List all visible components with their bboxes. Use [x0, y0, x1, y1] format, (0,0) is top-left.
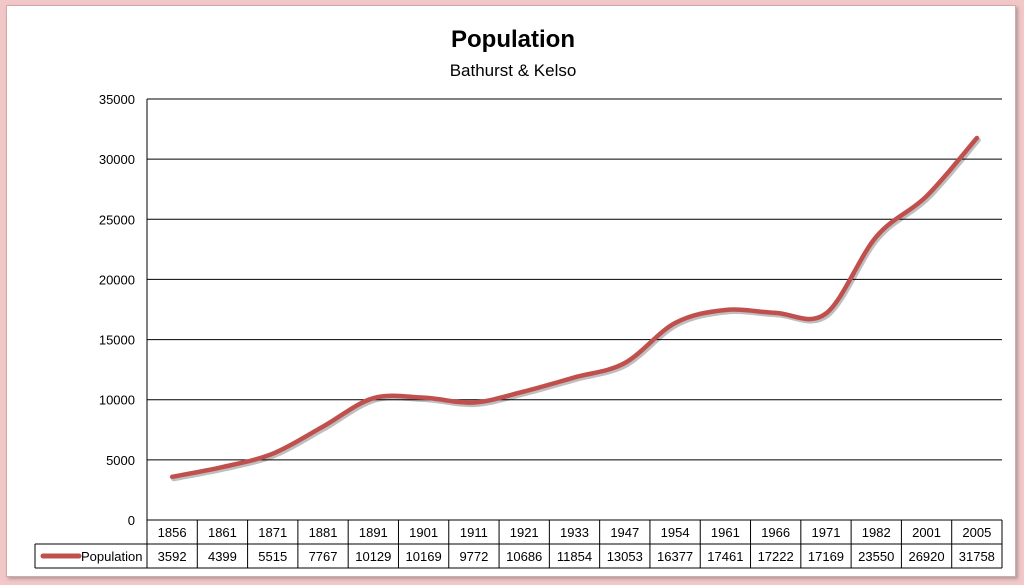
chart-title: Population	[451, 26, 575, 53]
x-tick-label: 1856	[158, 525, 187, 540]
x-tick-label: 1971	[812, 525, 841, 540]
x-tick-label: 1966	[761, 525, 790, 540]
data-table-value: 26920	[908, 549, 944, 564]
x-tick-label: 1861	[208, 525, 237, 540]
data-table-value: 16377	[657, 549, 693, 564]
x-tick-label: 2005	[962, 525, 991, 540]
legend-label: Population	[81, 549, 142, 564]
y-tick-label: 30000	[99, 152, 135, 167]
x-tick-label: 1881	[309, 525, 338, 540]
x-tick-label: 1933	[560, 525, 589, 540]
series-line-population	[169, 135, 980, 480]
data-table-value: 9772	[459, 549, 488, 564]
x-tick-label: 1954	[661, 525, 690, 540]
data-table-value: 31758	[959, 549, 995, 564]
x-tick-label: 1891	[359, 525, 388, 540]
y-tick-label: 5000	[106, 453, 135, 468]
data-table: 1856 1861 1871 1881 1891 1901 1911 1921 1933 1947…	[34, 519, 1003, 569]
data-table-value: 3592	[158, 549, 187, 564]
x-tick-label: 2001	[912, 525, 941, 540]
data-table-value: 17169	[808, 549, 844, 564]
data-table-value: 10129	[355, 549, 391, 564]
population-line-chart: Population Bathurst & Kelso 0 5000 10000 15…	[34, 26, 1003, 569]
data-table-value: 17461	[707, 549, 743, 564]
x-tick-label: 1901	[409, 525, 438, 540]
data-table-value: 23550	[858, 549, 894, 564]
y-tick-label: 20000	[99, 272, 135, 287]
x-tick-label: 1921	[510, 525, 539, 540]
chart-subtitle: Bathurst & Kelso	[450, 61, 577, 80]
x-tick-label: 1871	[258, 525, 287, 540]
gridlines	[146, 98, 1002, 520]
data-table-value: 10686	[506, 549, 542, 564]
y-tick-label: 0	[128, 513, 135, 528]
x-tick-label: 1982	[862, 525, 891, 540]
x-tick-label: 1947	[610, 525, 639, 540]
y-tick-label: 15000	[99, 333, 135, 348]
x-tick-label: 1961	[711, 525, 740, 540]
chart-area: Population Bathurst & Kelso 0 5000 10000 15…	[6, 5, 1016, 577]
data-table-value: 17222	[758, 549, 794, 564]
y-tick-label: 10000	[99, 393, 135, 408]
series-line-shadow	[171, 137, 981, 482]
data-table-value: 5515	[258, 549, 287, 564]
y-tick-label: 35000	[99, 92, 135, 107]
data-table-value: 13053	[607, 549, 643, 564]
data-table-value: 11854	[557, 549, 592, 564]
x-tick-label: 1911	[460, 525, 488, 540]
y-axis-ticks: 0 5000 10000 15000 20000 25000 30000 35000	[99, 92, 135, 528]
series-lines	[169, 135, 981, 482]
y-tick-label: 25000	[99, 212, 135, 227]
data-table-value: 10169	[406, 549, 442, 564]
data-table-value: 4399	[208, 549, 237, 564]
data-table-value: 7767	[309, 549, 338, 564]
